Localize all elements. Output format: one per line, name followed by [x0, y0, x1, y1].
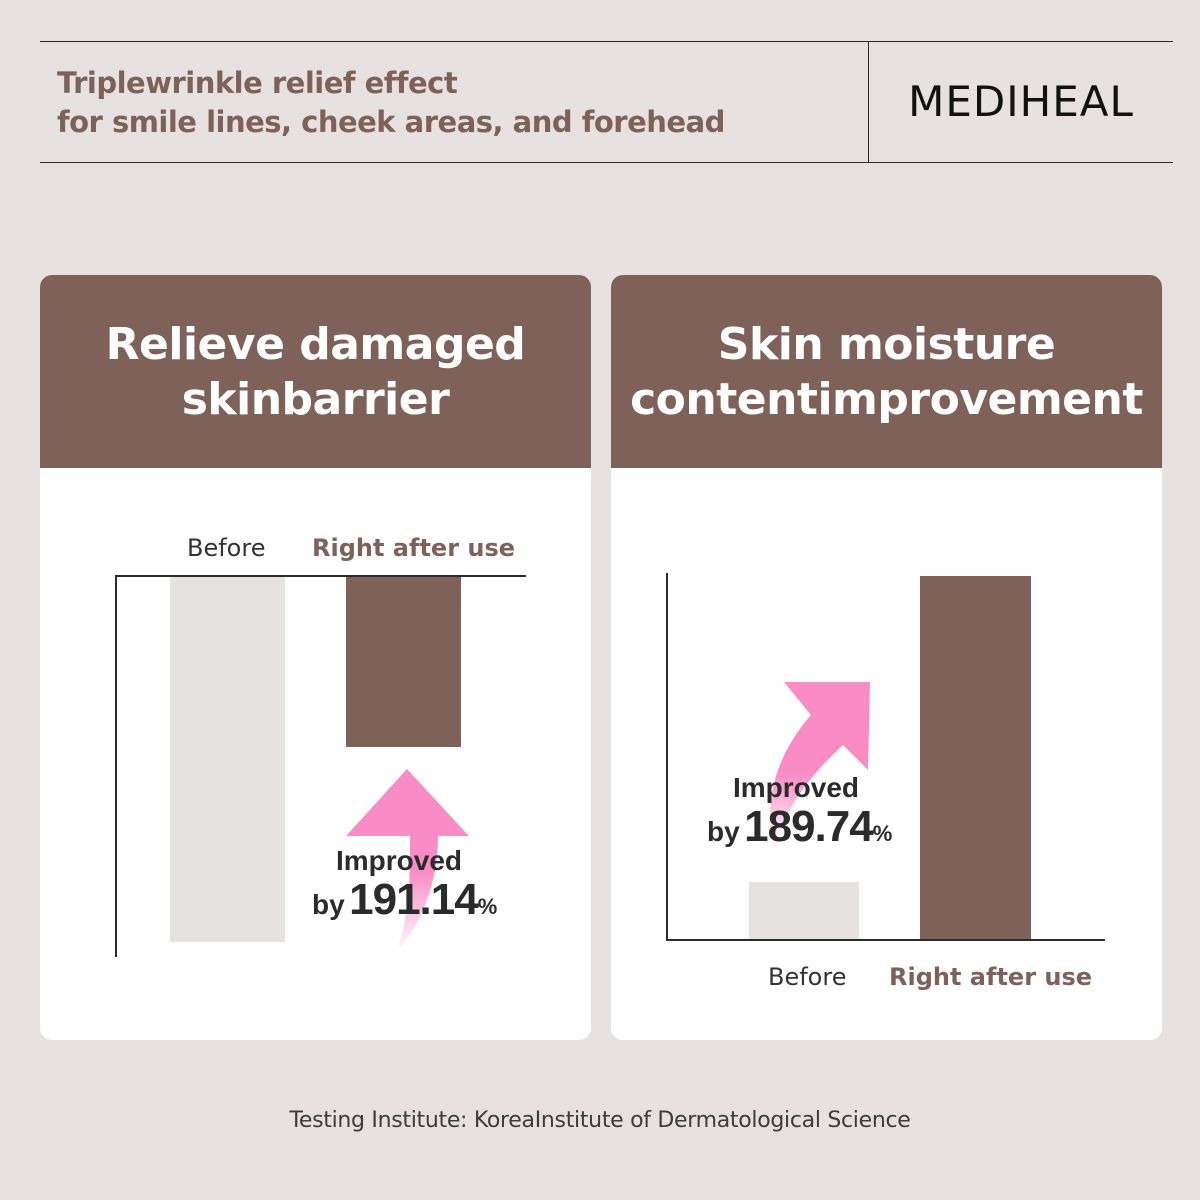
- by-label: by: [312, 889, 345, 920]
- y-axis: [666, 573, 668, 941]
- by-label: by: [707, 816, 740, 847]
- y-axis: [115, 575, 117, 957]
- header-top-rule: [40, 41, 1173, 42]
- arrow-up-right-icon: [770, 682, 870, 848]
- bar-before: [170, 577, 285, 942]
- label-before: Before: [187, 534, 266, 562]
- card-title-line1: Relieve damaged: [105, 318, 526, 370]
- improvement-annotation: Improved by 189.74%: [707, 772, 917, 852]
- testing-institute-note: Testing Institute: KoreaInstitute of Der…: [289, 1108, 911, 1133]
- bar-right-after-use: [346, 577, 461, 747]
- bar-before: [749, 882, 859, 939]
- percent-unit: %: [477, 894, 498, 919]
- bar-right-after-use: [920, 576, 1031, 939]
- arrow-up-icon: [346, 769, 469, 954]
- label-right-after-use: Right after use: [889, 963, 1093, 991]
- card-title: Relieve damaged skinbarrier: [40, 275, 591, 468]
- card-title-line1: Skin moisture: [717, 318, 1056, 370]
- improvement-annotation: Improved by 191.14%: [312, 845, 512, 925]
- brand-logo: MEDIHEAL: [908, 77, 1134, 126]
- improved-label: Improved: [336, 845, 463, 876]
- label-before: Before: [768, 963, 847, 991]
- header-bottom-rule: [40, 162, 1173, 163]
- card-title-line2: skinbarrier: [181, 373, 450, 425]
- card-skin-barrier: Relieve damaged skinbarrier Before Right…: [40, 275, 591, 1040]
- header-title-line2: for smile lines, cheek areas, and forehe…: [57, 105, 725, 139]
- improvement-value: 191.14: [349, 875, 479, 924]
- improvement-value: 189.74: [744, 802, 874, 851]
- header-title-line1: Triplewrinkle relief effect: [57, 66, 458, 100]
- card-title: Skin moisture contentimprovement: [611, 275, 1162, 468]
- x-axis: [666, 939, 1105, 941]
- card-title-line2: contentimprovement: [630, 373, 1143, 425]
- improved-label: Improved: [733, 772, 860, 803]
- header-title: Triplewrinkle relief effect for smile li…: [57, 64, 857, 142]
- x-axis: [115, 575, 526, 577]
- percent-unit: %: [872, 821, 893, 846]
- header-divider: [868, 41, 869, 162]
- label-right-after-use: Right after use: [312, 534, 516, 562]
- card-skin-moisture: Skin moisture contentimprovement Improve…: [611, 275, 1162, 1040]
